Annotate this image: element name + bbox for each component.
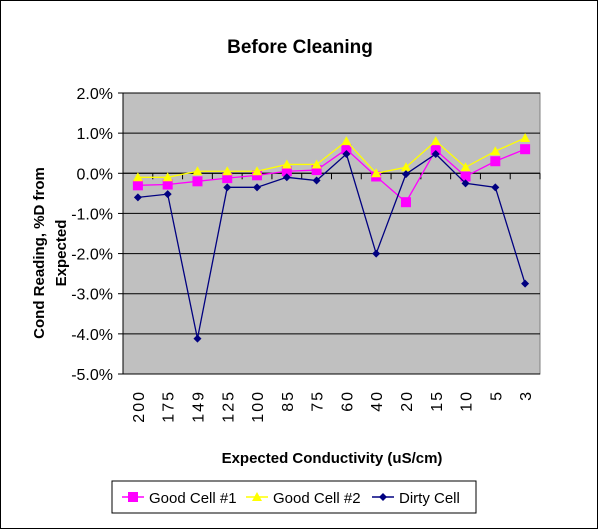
data-point xyxy=(520,144,531,155)
x-tick-label: 200 xyxy=(131,390,148,423)
x-tick-label: 15 xyxy=(429,390,446,412)
x-tick-label: 3 xyxy=(518,390,535,401)
data-point xyxy=(132,180,143,191)
chart-title: Before Cleaning xyxy=(227,37,373,58)
y-tick-label: 2.0% xyxy=(77,86,113,103)
y-axis-ticks: 2.0% 1.0% 0.0% -1.0% -2.0% -3.0% -4.0% -5.0% xyxy=(71,86,123,384)
y-tick-label: -4.0% xyxy=(71,327,113,344)
data-point xyxy=(400,162,411,172)
data-point xyxy=(341,144,352,155)
legend-label: Good Cell #2 xyxy=(273,490,361,507)
data-point xyxy=(162,179,173,190)
data-point xyxy=(223,183,232,192)
legend-marker xyxy=(379,493,387,501)
y-axis-label-line1: Cond Reading, %D from xyxy=(31,167,48,339)
x-axis-label: Expected Conductivity (uS/cm) xyxy=(222,450,443,467)
gridlines xyxy=(123,92,540,375)
y-tick-label: 0.0% xyxy=(77,166,113,183)
legend-label: Good Cell #1 xyxy=(149,490,237,507)
data-point xyxy=(192,176,203,187)
legend: Good Cell #1 Good Cell #2 Dirty Cell xyxy=(122,490,460,507)
legend-item: Good Cell #1 xyxy=(122,490,237,507)
legend-label: Dirty Cell xyxy=(399,490,460,507)
series-3 xyxy=(133,150,530,343)
series-line xyxy=(137,137,526,178)
y-axis-label-line2: Expected xyxy=(53,220,70,287)
data-point xyxy=(222,173,233,184)
y-tick-label: 1.0% xyxy=(77,126,113,143)
data-point xyxy=(431,150,440,159)
data-point xyxy=(253,183,262,192)
data-point xyxy=(371,168,382,178)
series-2 xyxy=(132,132,531,182)
data-point xyxy=(521,279,530,288)
data-point xyxy=(311,159,322,169)
y-tick-label: -2.0% xyxy=(71,247,113,264)
x-tick-label: 149 xyxy=(190,390,207,423)
series-layer xyxy=(132,132,531,343)
x-tick-label: 75 xyxy=(310,390,327,412)
y-tick-label: -5.0% xyxy=(71,367,113,384)
data-point xyxy=(222,166,233,176)
y-tick-label: -3.0% xyxy=(71,287,113,304)
x-tick-label: 20 xyxy=(399,390,416,412)
x-axis: 200 175 149 125 100 85 75 60 40 20 15 10 5 3 xyxy=(122,93,541,423)
data-point xyxy=(193,334,202,343)
x-tick-label: 60 xyxy=(339,390,356,412)
data-point xyxy=(133,193,142,202)
x-tick-label: 100 xyxy=(250,390,267,423)
data-point xyxy=(490,146,501,156)
plot-area xyxy=(122,92,541,375)
data-point xyxy=(490,156,501,167)
data-point xyxy=(163,190,172,199)
data-point xyxy=(461,179,470,188)
data-point xyxy=(430,136,441,146)
legend-marker xyxy=(252,492,262,501)
y-axis-label: Cond Reading, %D from Expected xyxy=(31,167,70,339)
data-point xyxy=(192,166,203,176)
data-point xyxy=(491,183,500,192)
data-point xyxy=(400,197,411,208)
data-point xyxy=(281,159,292,169)
data-point xyxy=(281,166,292,177)
series-line xyxy=(137,152,526,339)
data-point xyxy=(311,165,322,176)
x-tick-label: 40 xyxy=(369,390,386,412)
y-tick-label: -1.0% xyxy=(71,206,113,223)
data-point xyxy=(372,249,381,258)
data-point xyxy=(252,170,263,181)
x-tick-label: 175 xyxy=(161,390,178,423)
data-point xyxy=(132,172,143,182)
data-point xyxy=(520,132,531,142)
data-point xyxy=(460,162,471,172)
x-tick-label: 125 xyxy=(220,390,237,423)
x-tick-label: 5 xyxy=(488,390,505,401)
x-tick-label: 10 xyxy=(459,390,476,412)
data-point xyxy=(282,173,291,182)
data-point xyxy=(252,166,263,176)
legend-item: Good Cell #2 xyxy=(246,490,361,507)
data-point xyxy=(401,170,410,179)
data-point xyxy=(341,136,352,146)
legend-box xyxy=(111,480,477,514)
data-point xyxy=(162,172,173,182)
data-point xyxy=(460,171,471,182)
data-point xyxy=(342,150,351,159)
legend-item: Dirty Cell xyxy=(372,490,460,507)
data-point xyxy=(430,145,441,156)
x-tick-label: 85 xyxy=(280,390,297,412)
legend-marker xyxy=(128,492,138,502)
data-point xyxy=(312,176,321,185)
